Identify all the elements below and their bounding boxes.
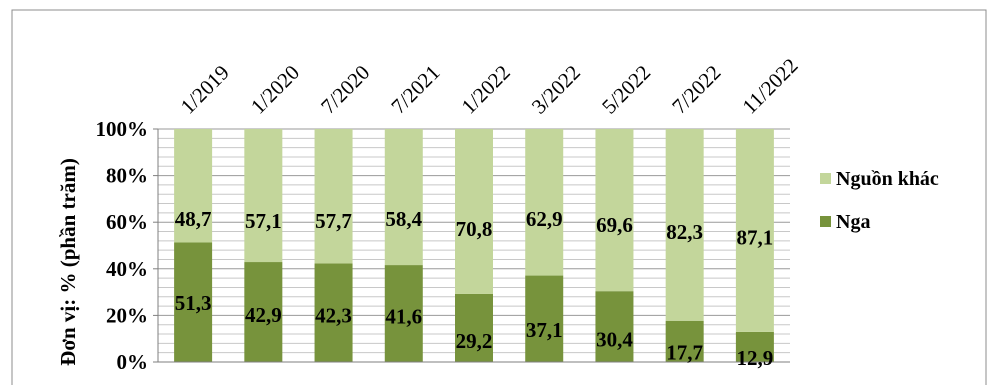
bars	[174, 129, 774, 362]
data-label-nga: 30,4	[596, 328, 633, 352]
data-label-nguon-khac: 87,1	[737, 225, 774, 249]
y-tick-label: 80%	[106, 164, 148, 188]
y-tick-label: 40%	[106, 257, 148, 281]
y-axis: 0% 20% 40% 60% 80% 100%	[96, 117, 790, 374]
bar-nga	[174, 242, 213, 362]
bar-nguon-khac	[595, 129, 634, 292]
bar-nga	[455, 293, 493, 362]
data-label-nguon-khac: 48,7	[175, 207, 212, 231]
bar-nguon-khac	[174, 129, 213, 243]
bar-nguon-khac	[244, 129, 283, 263]
bar-nguon-khac	[455, 129, 493, 294]
bar-nguon-khac	[735, 129, 774, 332]
data-label-nguon-khac: 57,7	[315, 209, 352, 233]
y-tick-label: 0%	[117, 350, 149, 374]
bar-nga	[384, 265, 423, 362]
y-axis-title: Đơn vị: % (phần trăm)	[56, 158, 80, 366]
y-tick-label: 100%	[96, 117, 149, 141]
bar-nga	[314, 263, 353, 362]
bar-nguon-khac	[525, 129, 564, 276]
bar-nga	[595, 291, 634, 362]
legend-swatch	[820, 216, 831, 227]
data-label-nguon-khac: 62,9	[526, 207, 563, 231]
bar-nga	[665, 320, 704, 362]
bar-nga	[244, 262, 283, 362]
data-label-nguon-khac: 70,8	[456, 217, 493, 241]
data-label-nga: 17,7	[666, 340, 703, 364]
bar-nguon-khac	[384, 129, 423, 266]
data-labels: 51,3 48,7 42,9 57,1 42,3 57,7 41,6 58,4 29,2 70,8…	[175, 207, 774, 370]
data-label-nga: 41,6	[385, 305, 422, 329]
bar-nguon-khac	[665, 129, 704, 321]
data-label-nga: 51,3	[175, 291, 212, 315]
data-label-nga: 29,2	[456, 329, 493, 353]
data-label-nguon-khac: 69,6	[596, 213, 633, 237]
legend-label: Nga	[836, 211, 870, 233]
data-label-nga: 42,3	[315, 304, 352, 328]
y-tick-label: 60%	[106, 210, 148, 234]
legend-swatch	[820, 173, 831, 184]
bar-nga	[525, 275, 564, 362]
bar-nguon-khac	[314, 129, 353, 264]
data-label-nguon-khac: 82,3	[666, 220, 703, 244]
data-label-nga: 12,9	[737, 346, 774, 370]
data-label-nguon-khac: 58,4	[385, 207, 422, 231]
y-tick-label: 20%	[106, 303, 148, 327]
data-label-nga: 42,9	[245, 303, 282, 327]
data-label-nga: 37,1	[526, 318, 563, 342]
legend: Nguồn khác Nga	[820, 168, 939, 233]
legend-label: Nguồn khác	[836, 168, 939, 190]
data-label-nguon-khac: 57,1	[245, 209, 282, 233]
bar-nga	[735, 331, 774, 362]
